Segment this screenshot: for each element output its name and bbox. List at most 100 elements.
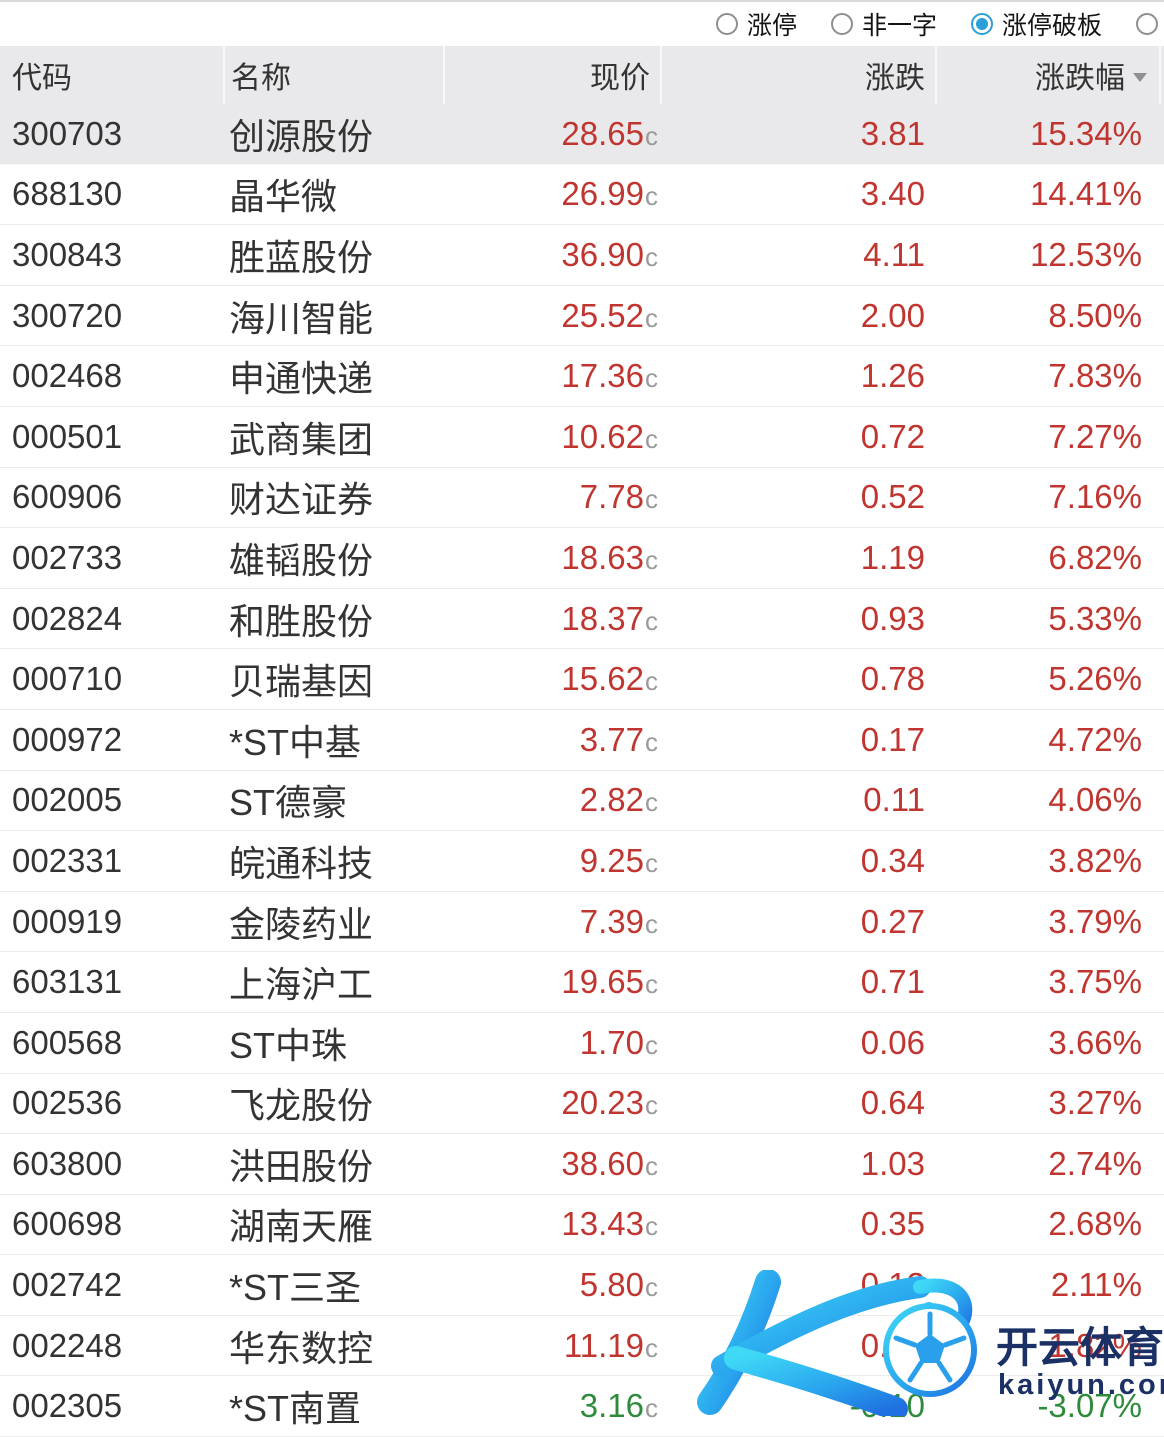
stock-code: 603800 [12,1144,123,1182]
table-row[interactable]: 688130 晶华微 26.99c 3.40 14.41% [0,164,1164,226]
table-row[interactable]: 600906 财达证券 7.78c 0.52 7.16% [0,467,1164,529]
stock-change: 0.72 [860,417,925,455]
table-row[interactable]: 002005 ST德豪 2.82c 0.11 4.06% [0,770,1164,832]
stock-name: 创源股份 [229,115,374,157]
stock-change-pct: 3.27% [1048,1084,1142,1122]
price-unit-suffix: c [645,1150,658,1181]
stock-name: ST中珠 [229,1024,348,1066]
radio-icon [715,13,738,35]
filter-radio-label: 非一字 [861,12,937,40]
stock-name: 飞龙股份 [229,1085,374,1127]
column-header-label: 名称 [231,62,291,95]
table-row[interactable]: 002536 飞龙股份 20.23c 0.64 3.27% [0,1073,1164,1135]
table-row[interactable]: 002331 皖通科技 9.25c 0.34 3.82% [0,831,1164,892]
price-unit-suffix: c [645,969,658,1000]
stock-change: 0.27 [860,902,925,940]
table-row[interactable]: 000972 *ST中基 3.77c 0.17 4.72% [0,709,1164,771]
filter-radio-option-4[interactable] [1136,13,1158,35]
table-row[interactable]: 600568 ST中珠 1.70c 0.06 3.66% [0,1012,1164,1074]
price-unit-suffix: c [645,1211,658,1242]
filter-radio-非一字[interactable]: 非一字 [830,6,937,42]
price-unit-suffix: c [645,1090,658,1121]
stock-change: 3.81 [860,114,925,152]
stock-change-pct: 3.82% [1048,841,1142,879]
table-row[interactable]: 000710 贝瑞基因 15.62c 0.78 5.26% [0,649,1164,710]
stock-change: 0.35 [860,1205,925,1243]
stock-change-pct: 1.82% [1048,1326,1142,1364]
stock-change: 1.03 [860,1144,925,1182]
stock-name: 晶华微 [229,176,338,218]
filter-radio-label: 涨停破板 [1001,12,1102,40]
table-row[interactable]: 002305 *ST南置 3.16c -0.10 -3.07% [0,1376,1164,1437]
stock-change: 2.00 [860,296,925,334]
column-header-code[interactable]: 代码 [0,46,223,104]
column-header-label: 代码 [12,62,72,95]
stock-name: 金陵药业 [229,903,374,945]
price-unit-suffix: c [645,1272,658,1303]
stock-code: 600568 [12,1023,123,1061]
stock-change: 3.40 [860,175,925,213]
stock-code: 000972 [12,720,123,758]
stock-change: -0.10 [849,1387,925,1425]
table-row[interactable]: 300703 创源股份 28.65c 3.81 15.34% [0,104,1164,165]
table-row[interactable]: 603131 上海沪工 19.65c 0.71 3.75% [0,952,1164,1013]
table-row[interactable]: 000501 武商集团 10.62c 0.72 7.27% [0,406,1164,468]
table-body: 300703 创源股份 28.65c 3.81 15.34% 688130 晶华… [0,104,1164,1437]
stock-change: 0.17 [860,720,925,758]
filter-radio-涨停破板[interactable]: 涨停破板 [970,6,1102,42]
price-unit-suffix: c [645,302,658,333]
stock-change: 4.11 [863,235,925,273]
stock-code: 002305 [12,1387,123,1425]
stock-change-pct: 5.26% [1048,660,1142,698]
stock-price: 7.78c [579,478,658,516]
stock-price: 3.77c [579,720,658,758]
stock-code: 002248 [12,1326,123,1364]
column-header-price[interactable]: 现价 [443,46,660,104]
stock-code: 002824 [12,599,123,637]
stock-change: 0.52 [860,478,925,516]
stock-code: 000919 [12,902,123,940]
column-header-name[interactable]: 名称 [223,46,443,104]
stock-change: 0.20 [860,1326,925,1364]
stock-price: 3.16c [579,1387,658,1425]
filter-radio-涨停[interactable]: 涨停 [715,6,797,42]
stock-code: 002468 [12,357,123,395]
stock-price: 20.23c [561,1084,658,1122]
table-row[interactable]: 000919 金陵药业 7.39c 0.27 3.79% [0,891,1164,953]
table-row[interactable]: 002248 华东数控 11.19c 0.20 1.82% [0,1315,1164,1377]
stock-name: 申通快递 [229,358,374,400]
stock-price: 15.62c [561,660,658,698]
stock-change: 0.11 [863,781,925,819]
column-header-change[interactable]: 涨跌 [660,46,935,104]
table-row[interactable]: 600698 湖南天雁 13.43c 0.35 2.68% [0,1194,1164,1256]
table-row[interactable]: 603800 洪田股份 38.60c 1.03 2.74% [0,1134,1164,1195]
table-row[interactable]: 300843 胜蓝股份 36.90c 4.11 12.53% [0,225,1164,286]
stock-change: 0.78 [860,660,925,698]
stock-price: 2.82c [579,781,658,819]
stock-code: 600906 [12,478,123,516]
stock-change-pct: 7.16% [1048,478,1142,516]
column-header-change-pct[interactable]: 涨跌幅 [935,46,1159,104]
stock-change-pct: 2.11% [1050,1266,1142,1304]
stock-code: 002331 [12,841,123,879]
table-row[interactable]: 300720 海川智能 25.52c 2.00 8.50% [0,285,1164,347]
stock-code: 300703 [12,114,123,152]
filter-bar: 涨停 非一字 涨停破板 [0,0,1164,46]
stock-name: 皖通科技 [229,842,374,884]
stock-code: 002742 [12,1266,123,1304]
table-row[interactable]: 002468 申通快递 17.36c 1.26 7.83% [0,346,1164,407]
table-row[interactable]: 002742 *ST三圣 5.80c 0.12 2.11% [0,1255,1164,1316]
stock-name: 上海沪工 [229,964,374,1006]
stock-change-pct: 12.53% [1030,235,1142,273]
stock-name: 华东数控 [229,1327,374,1369]
price-unit-suffix: c [645,241,658,272]
price-unit-suffix: c [645,363,658,394]
stock-code: 688130 [12,175,123,213]
stock-code: 002005 [12,781,123,819]
table-row[interactable]: 002733 雄韬股份 18.63c 1.19 6.82% [0,528,1164,589]
stock-change-pct: 5.33% [1048,599,1142,637]
table-row[interactable]: 002824 和胜股份 18.37c 0.93 5.33% [0,588,1164,650]
stock-price: 11.19c [563,1326,658,1364]
stock-change-pct: 14.41% [1030,175,1142,213]
stock-change: 0.71 [860,963,925,1001]
